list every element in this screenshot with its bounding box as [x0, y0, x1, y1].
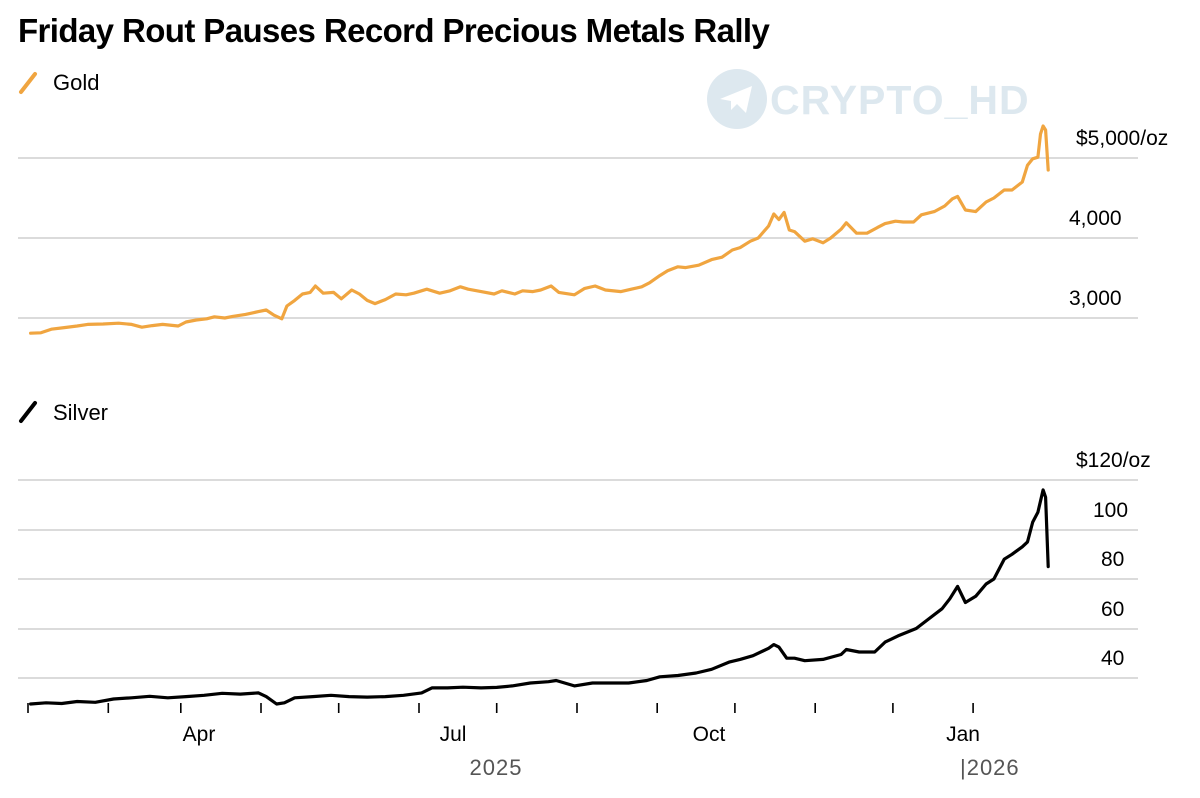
silver-y-tick-label: 80 [1101, 548, 1124, 571]
silver-y-tick-label: 60 [1101, 598, 1124, 621]
gold-panel: $5,000/oz 4,000 3,000 [18, 124, 1168, 335]
silver-y-tick-label: 40 [1101, 647, 1124, 670]
gold-legend-swatch [19, 72, 37, 94]
x-tick-label: Apr [183, 723, 216, 746]
watermark: CRYPTO_HD [707, 69, 1030, 129]
silver-y-tick-label: 100 [1093, 499, 1128, 522]
gold-y-tick-label: 3,000 [1069, 287, 1122, 310]
silver-legend-swatch [19, 401, 37, 423]
gold-price-line [29, 124, 1050, 335]
gold-y-tick-label: $5,000/oz [1076, 127, 1168, 150]
telegram-plane-icon [720, 86, 752, 113]
silver-panel: $120/oz 100 80 60 40 [18, 449, 1151, 706]
x-axis-ticks [27, 703, 974, 713]
year-label: 2025 [470, 755, 523, 780]
gold-legend-label: Gold [53, 70, 99, 95]
gold-y-tick-label: 4,000 [1069, 207, 1122, 230]
year-label: |2026 [960, 755, 1020, 780]
silver-price-line [29, 488, 1050, 706]
x-tick-label: Jan [946, 723, 980, 746]
chart-title: Friday Rout Pauses Record Precious Metal… [18, 12, 770, 49]
watermark-text: CRYPTO_HD [770, 77, 1030, 123]
silver-legend-label: Silver [53, 400, 108, 425]
x-tick-label: Oct [693, 723, 726, 746]
x-tick-label: Jul [440, 723, 467, 746]
silver-y-tick-label: $120/oz [1076, 449, 1151, 472]
